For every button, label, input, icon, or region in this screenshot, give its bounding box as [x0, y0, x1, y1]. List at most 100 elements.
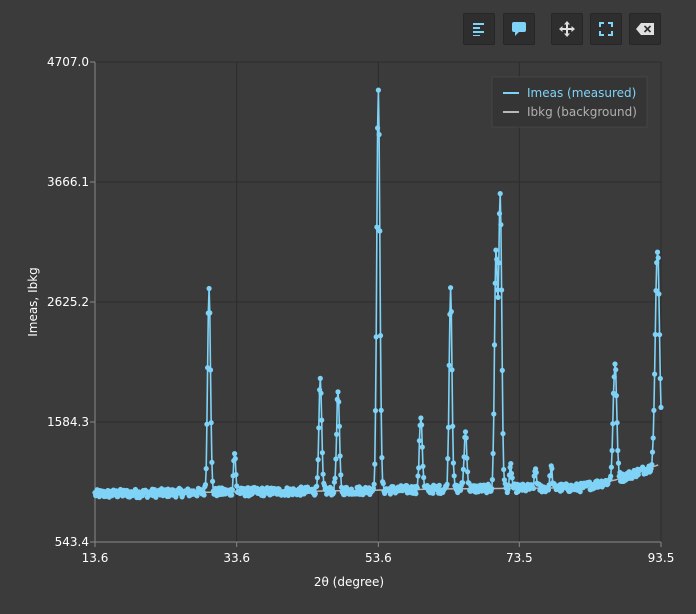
measured-point — [445, 424, 452, 430]
measured-point — [450, 460, 456, 466]
measured-point — [419, 444, 425, 450]
x-tick-label: 73.5 — [506, 551, 533, 565]
y-axis: 543.4 1584.3 2625.2 3666.1 4707.0 — [47, 55, 96, 549]
measured-point — [113, 488, 119, 494]
measured-point — [233, 472, 239, 478]
measured-point — [615, 447, 621, 454]
measured-point — [416, 465, 422, 471]
measured-point — [201, 492, 207, 498]
measured-point — [508, 470, 515, 477]
measured-point — [336, 423, 342, 429]
measured-point — [336, 399, 342, 405]
measured-point — [419, 422, 425, 428]
measured-point — [379, 455, 385, 461]
measured-point — [380, 480, 386, 487]
measured-point — [654, 249, 661, 255]
legend-measured-label[interactable]: Imeas (measured) — [527, 86, 636, 100]
measured-point — [491, 342, 498, 348]
measured-point — [464, 455, 470, 461]
measured-point — [451, 473, 457, 479]
measured-point — [653, 288, 659, 294]
legend-toggle-button[interactable] — [463, 13, 495, 45]
speech-bubble-icon — [512, 22, 526, 36]
measured-point — [611, 374, 617, 380]
measured-point — [335, 389, 341, 395]
measured-point — [460, 480, 466, 486]
measured-point — [493, 247, 499, 253]
measured-point — [501, 466, 507, 473]
measured-point — [276, 486, 282, 492]
measured-point — [649, 449, 656, 455]
legend-background-label[interactable]: Ibkg (background) — [527, 105, 637, 119]
measured-point — [210, 478, 216, 484]
measured-point — [445, 456, 451, 462]
measured-point — [234, 483, 240, 489]
tooltip-toggle-button[interactable] — [503, 13, 535, 45]
measured-point — [547, 472, 554, 478]
measured-point — [465, 469, 471, 475]
legend[interactable]: Imeas (measured) Ibkg (background) — [491, 76, 648, 128]
measured-point — [460, 466, 466, 472]
measured-point — [448, 309, 454, 315]
measured-point — [652, 331, 658, 338]
measured-point — [612, 361, 618, 367]
measured-point — [610, 421, 616, 427]
measured-point — [229, 492, 235, 498]
measured-point — [446, 362, 452, 368]
pan-button[interactable] — [551, 13, 583, 45]
measured-point — [449, 367, 455, 373]
measured-point — [649, 462, 655, 468]
measured-point — [207, 310, 213, 316]
measured-point — [229, 487, 235, 493]
measured-point — [500, 431, 506, 437]
measured-point — [450, 423, 456, 429]
measured-point — [577, 489, 583, 495]
x-tick-label: 33.6 — [223, 551, 250, 565]
measured-point — [564, 481, 570, 488]
measured-point — [650, 435, 656, 441]
measured-point — [549, 465, 555, 472]
move-arrows-icon — [559, 21, 575, 37]
y-tick-label: 543.4 — [55, 535, 89, 549]
measured-point — [498, 222, 504, 228]
measured-point — [545, 487, 552, 493]
fullscreen-button[interactable] — [590, 13, 622, 45]
x-tick-label: 13.6 — [82, 551, 109, 565]
measured-point — [204, 421, 210, 427]
measured-point — [331, 479, 337, 485]
measured-point — [421, 474, 427, 481]
measured-point — [415, 473, 421, 479]
measured-point — [376, 131, 382, 138]
measured-point — [497, 191, 503, 197]
measured-point — [207, 367, 214, 373]
measured-point — [496, 211, 503, 217]
measured-point — [648, 466, 654, 472]
measured-point — [651, 407, 657, 413]
measured-point — [334, 431, 340, 437]
x-axis-title: 2θ (degree) — [314, 575, 384, 589]
measured-point — [232, 451, 238, 457]
measured-point — [615, 460, 622, 466]
measured-point — [375, 125, 381, 131]
chart-toolbar — [0, 13, 696, 47]
measured-point — [314, 483, 320, 489]
x-axis: 13.6 33.6 53.6 73.5 93.5 — [82, 541, 674, 565]
measured-point — [377, 228, 383, 234]
clear-button[interactable] — [629, 13, 661, 45]
measured-point — [202, 482, 209, 488]
measured-point — [489, 477, 495, 483]
measured-point — [203, 466, 209, 472]
measured-point — [337, 453, 343, 459]
measured-point — [658, 404, 664, 410]
y-tick-label: 4707.0 — [47, 55, 89, 69]
measured-point — [387, 491, 393, 497]
measured-point — [318, 390, 324, 396]
measured-point — [372, 461, 378, 467]
measured-point — [338, 472, 344, 478]
measured-point — [319, 417, 325, 423]
measured-point — [373, 334, 379, 340]
measured-point — [418, 415, 424, 421]
measured-point — [509, 475, 515, 481]
measured-point — [657, 332, 663, 338]
measured-point — [378, 407, 384, 413]
